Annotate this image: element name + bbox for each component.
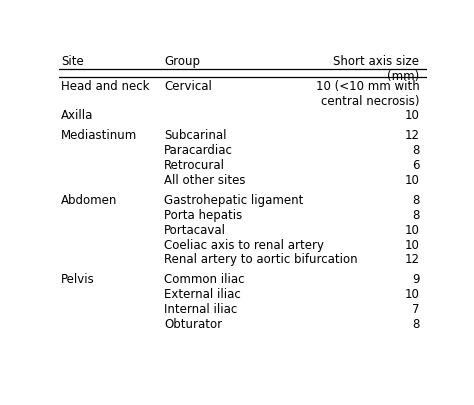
Text: All other sites: All other sites	[164, 174, 246, 187]
Text: 7: 7	[412, 303, 419, 316]
Text: Common iliac: Common iliac	[164, 273, 245, 286]
Text: Cervical: Cervical	[164, 81, 212, 94]
Text: 12: 12	[404, 129, 419, 142]
Text: Portacaval: Portacaval	[164, 224, 226, 237]
Text: 10: 10	[404, 239, 419, 252]
Text: Coeliac axis to renal artery: Coeliac axis to renal artery	[164, 239, 324, 252]
Text: Internal iliac: Internal iliac	[164, 303, 237, 316]
Text: 8: 8	[412, 318, 419, 331]
Text: 6: 6	[412, 159, 419, 172]
Text: Head and neck: Head and neck	[61, 81, 150, 94]
Text: Retrocural: Retrocural	[164, 159, 225, 172]
Text: Porta hepatis: Porta hepatis	[164, 209, 242, 222]
Text: External iliac: External iliac	[164, 288, 241, 301]
Text: Pelvis: Pelvis	[61, 273, 95, 286]
Text: 10: 10	[404, 109, 419, 122]
Text: Abdomen: Abdomen	[61, 194, 118, 207]
Text: Renal artery to aortic bifurcation: Renal artery to aortic bifurcation	[164, 254, 357, 266]
Text: Gastrohepatic ligament: Gastrohepatic ligament	[164, 194, 303, 207]
Text: Obturator: Obturator	[164, 318, 222, 331]
Text: 10: 10	[404, 288, 419, 301]
Text: 8: 8	[412, 194, 419, 207]
Text: Site: Site	[61, 55, 84, 68]
Text: Subcarinal: Subcarinal	[164, 129, 227, 142]
Text: Short axis size
(mm): Short axis size (mm)	[333, 55, 419, 83]
Text: 10 (<10 mm with
central necrosis): 10 (<10 mm with central necrosis)	[316, 81, 419, 109]
Text: 9: 9	[412, 273, 419, 286]
Text: 8: 8	[412, 144, 419, 157]
Text: 12: 12	[404, 254, 419, 266]
Text: Axilla: Axilla	[61, 109, 93, 122]
Text: Paracardiac: Paracardiac	[164, 144, 233, 157]
Text: Group: Group	[164, 55, 200, 68]
Text: 10: 10	[404, 174, 419, 187]
Text: Mediastinum: Mediastinum	[61, 129, 137, 142]
Text: 8: 8	[412, 209, 419, 222]
Text: 10: 10	[404, 224, 419, 237]
